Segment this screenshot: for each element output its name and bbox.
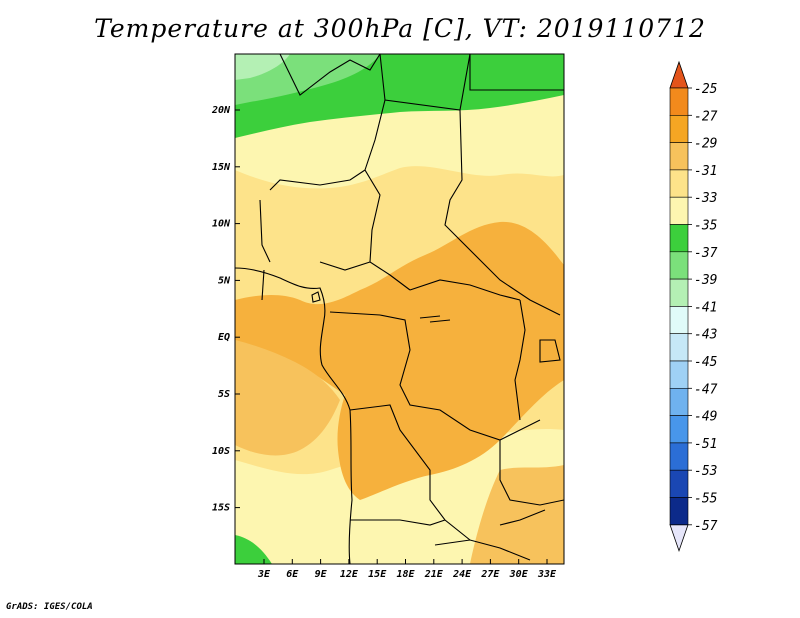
grads-credit: GrADS: IGES/COLA: [6, 602, 93, 612]
colorbar-label: -31: [694, 164, 717, 179]
field-orange-light: [235, 340, 340, 456]
lat-label: 5S: [218, 389, 230, 400]
lon-label: 18E: [396, 569, 415, 580]
colorbar-label: -29: [694, 137, 717, 152]
country-borders: [235, 54, 564, 564]
map-title: Temperature at 300hPa [C], VT: 201911071…: [94, 14, 706, 43]
longitude-axis: 3E 6E 9E 12E 15E 18E 21E 24E 27E 30E 33E: [257, 559, 557, 580]
colorbar-label: -51: [694, 437, 717, 452]
colorbar-segment: [669, 469, 689, 498]
colorbar-label: -57: [694, 519, 718, 534]
colorbar-label: -41: [694, 300, 717, 315]
map-frame: [234, 53, 565, 565]
colorbar-segment: [669, 87, 689, 116]
lon-label: 15E: [368, 569, 387, 580]
colorbar: -25 -27 -29 -31 -33 -35 -37 -39 -41 -43 -45 -47 -49 -…: [669, 60, 718, 553]
colorbar-label: -25: [694, 82, 718, 97]
colorbar-segment: [669, 196, 689, 225]
lat-label: 15N: [212, 162, 231, 173]
lat-label: 20N: [211, 105, 231, 116]
lat-label: 15S: [212, 503, 230, 514]
lon-label: 30E: [509, 569, 529, 580]
colorbar-label: -49: [694, 410, 717, 425]
colorbar-label: -37: [694, 246, 718, 261]
colorbar-segment: [669, 169, 689, 198]
field-orange: [235, 221, 564, 500]
colorbar-segment: [669, 278, 689, 307]
colorbar-segment: [669, 333, 689, 362]
colorbar-label: -47: [694, 382, 718, 397]
colorbar-segment: [669, 442, 689, 471]
latitude-axis: 20N 15N 10N 5N EQ 5S 10S 15S: [211, 105, 240, 514]
colorbar-segment: [669, 497, 689, 526]
colorbar-segment: [669, 415, 689, 444]
lat-label: 10S: [212, 446, 230, 457]
lon-label: 21E: [424, 569, 444, 580]
colorbar-segment: [669, 224, 689, 253]
temperature-field: [235, 54, 564, 564]
lat-label: 5N: [218, 275, 231, 286]
colorbar-segment: [669, 142, 689, 171]
colorbar-label: -53: [694, 464, 717, 479]
colorbar-top-arrow: [669, 60, 689, 89]
lon-label: 33E: [537, 569, 557, 580]
colorbar-bottom-arrow: [669, 524, 689, 553]
field-green-light: [235, 54, 290, 80]
lat-label: 10N: [212, 219, 231, 230]
colorbar-label: -45: [694, 355, 718, 370]
lon-label: 27E: [480, 569, 500, 580]
colorbar-label: -55: [694, 492, 718, 507]
colorbar-label: -27: [694, 109, 718, 124]
colorbar-segment: [669, 115, 689, 143]
colorbar-label: -35: [694, 219, 718, 234]
colorbar-label: -33: [694, 191, 717, 206]
colorbar-segment: [669, 387, 689, 416]
colorbar-segment: [669, 306, 689, 334]
lon-label: 6E: [286, 569, 299, 580]
lon-label: 24E: [452, 569, 472, 580]
lat-label: EQ: [218, 332, 230, 343]
colorbar-segment: [669, 251, 689, 280]
lon-label: 3E: [257, 569, 271, 580]
lon-label: 12E: [340, 569, 359, 580]
field-orange-se: [470, 465, 564, 564]
lon-label: 9E: [315, 569, 328, 580]
field-green-sw: [235, 535, 272, 564]
colorbar-label: -39: [694, 273, 717, 288]
colorbar-label: -43: [694, 328, 717, 343]
colorbar-segment: [669, 360, 689, 389]
